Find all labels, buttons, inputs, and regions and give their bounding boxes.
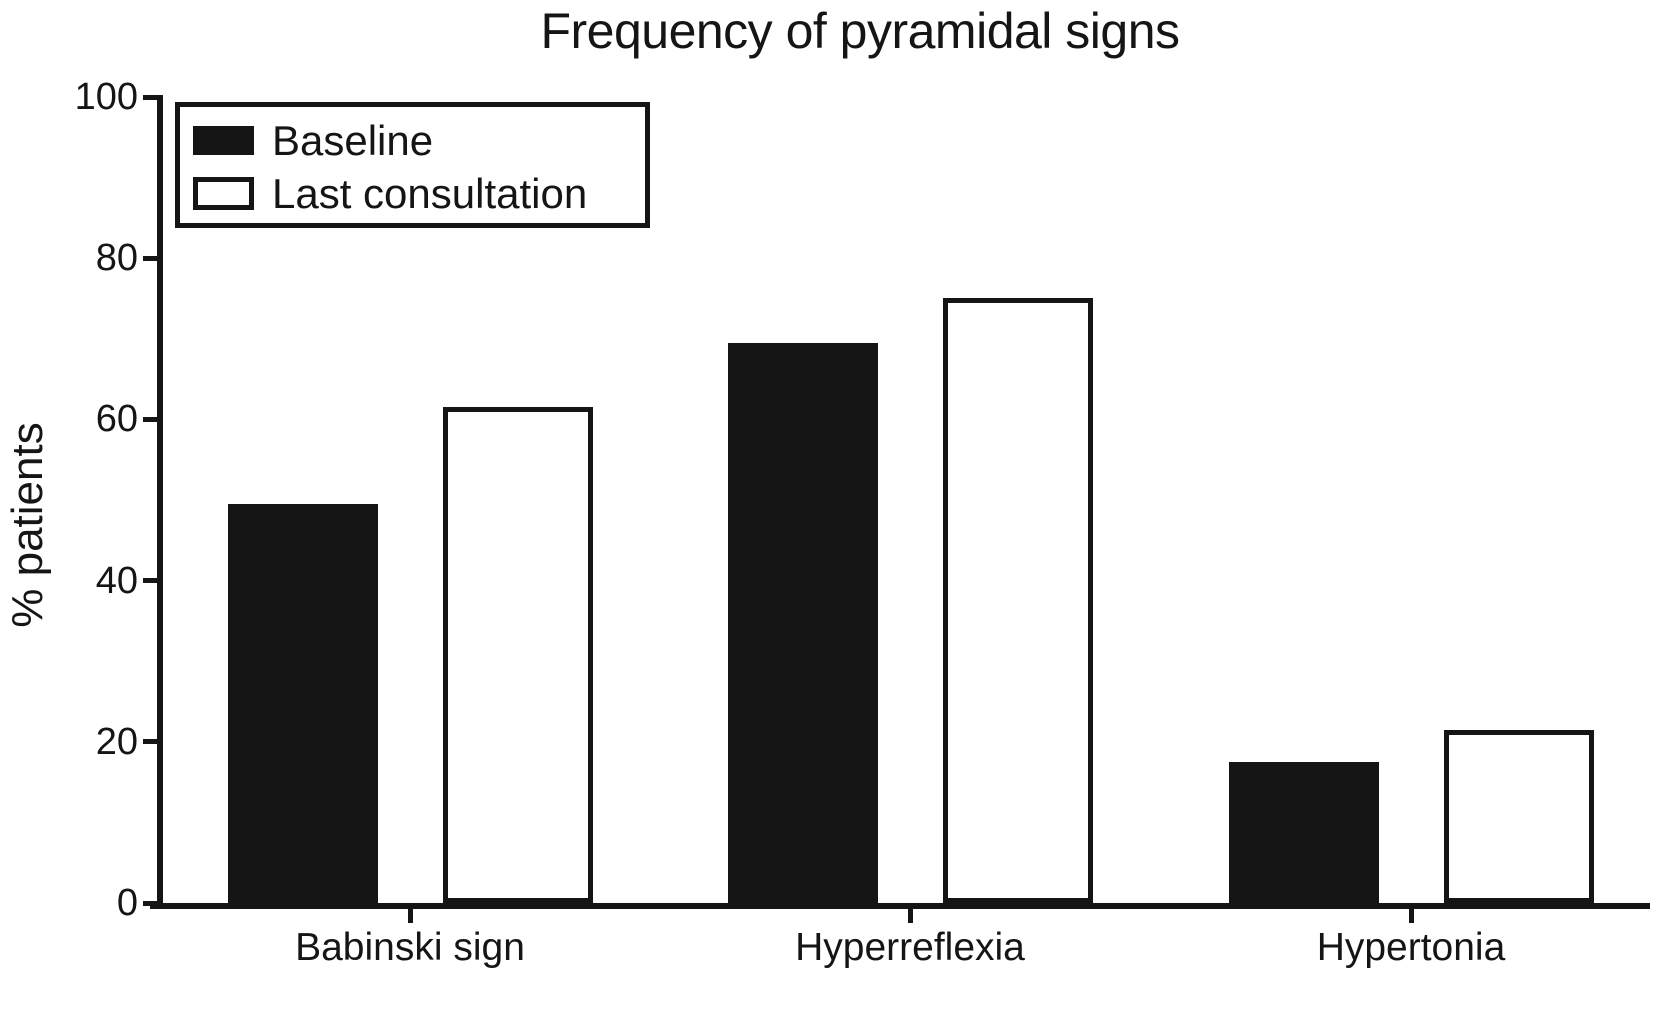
bar-last-consultation-hyperreflexia [943,298,1093,903]
y-axis-line [157,95,163,909]
y-axis-tick-label-100: 100 [74,76,138,118]
bar-last-consultation-babinski-sign [443,407,593,903]
y-axis-tick-20 [143,739,163,744]
x-category-label-hyperreflexia: Hyperreflexia [795,926,1025,969]
bar-last-consultation-hypertonia [1444,730,1594,903]
x-axis-line [150,903,1650,909]
y-axis-tick-60 [143,417,163,422]
y-axis-tick-40 [143,578,163,583]
y-axis-tick-label-20: 20 [95,721,138,763]
x-category-label-babinski-sign: Babinski sign [295,926,525,969]
y-axis-tick-label-0: 0 [116,882,138,924]
bar-baseline-hyperreflexia [728,343,878,903]
legend-label-baseline: Baseline [272,117,434,164]
chart-title: Frequency of pyramidal signs [540,3,1180,59]
x-category-label-hypertonia: Hypertonia [1316,926,1506,969]
x-axis-tick-babinski-sign [408,909,413,923]
y-axis-tick-label-80: 80 [95,237,138,279]
y-axis-tick-80 [143,256,163,261]
x-axis-tick-hyperreflexia [908,909,913,923]
legend-swatch-baseline [193,126,254,155]
y-axis-tick-label-60: 60 [95,398,138,440]
legend-swatch-last-consultation [193,177,254,210]
bar-baseline-babinski-sign [228,504,378,903]
y-axis-tick-0 [143,901,163,906]
y-axis-tick-100 [143,95,163,100]
y-axis-tick-label-40: 40 [95,560,138,602]
legend: Baseline Last consultation [175,102,650,228]
legend-label-last-consultation: Last consultation [272,170,588,217]
bar-baseline-hypertonia [1229,762,1379,903]
x-axis-tick-hypertonia [1409,909,1414,923]
